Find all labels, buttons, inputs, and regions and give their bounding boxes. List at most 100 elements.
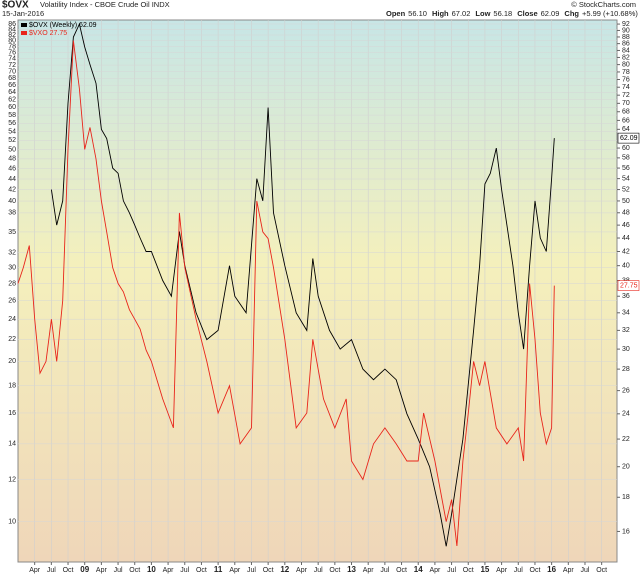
quote-value: 67.02 — [452, 9, 471, 18]
last-value-label: 27.75 — [620, 282, 638, 289]
y2-tick-label: 64 — [622, 126, 630, 133]
y-tick-label: 10 — [8, 519, 16, 526]
x-tick-label: Apr — [363, 567, 375, 574]
x-tick-label: Oct — [530, 567, 541, 574]
y2-tick-label: 56 — [622, 165, 630, 172]
x-tick-label: Apr — [429, 567, 441, 574]
x-tick-label: Oct — [596, 567, 607, 574]
y2-tick-label: 40 — [622, 263, 630, 270]
y2-tick-label: 48 — [622, 210, 630, 217]
y2-tick-label: 20 — [622, 464, 630, 471]
legend-label: $OVX (Weekly) 62.09 — [29, 22, 97, 29]
x-tick-label: 09 — [80, 565, 89, 574]
y-tick-label: 30 — [8, 264, 16, 271]
y-tick-label: 48 — [8, 156, 16, 163]
x-tick-label: Apr — [229, 567, 241, 574]
symbol: $OVX — [2, 0, 29, 11]
y-tick-label: 56 — [8, 120, 16, 127]
y-tick-label: 74 — [8, 56, 16, 63]
last-value-box — [617, 132, 640, 144]
y-tick-label: 40 — [8, 198, 16, 205]
x-tick-label: Jul — [380, 567, 389, 574]
y-tick-label: 32 — [8, 249, 16, 256]
x-tick-label: Oct — [129, 567, 140, 574]
x-tick-label: Apr — [496, 567, 508, 574]
quote-label: High — [432, 9, 449, 18]
y-tick-label: 22 — [8, 336, 16, 343]
y2-tick-label: 58 — [622, 155, 630, 162]
y-tick-label: 82 — [8, 32, 16, 39]
y2-tick-label: 76 — [622, 76, 630, 83]
last-value-label: 62.09 — [620, 135, 638, 142]
y2-tick-label: 52 — [622, 186, 630, 193]
y2-tick-label: 32 — [622, 327, 630, 334]
y2-tick-label: 78 — [622, 69, 630, 76]
y-tick-label: 58 — [8, 112, 16, 119]
y-tick-label: 18 — [8, 383, 16, 390]
y2-tick-label: 28 — [622, 366, 630, 373]
x-tick-label: Oct — [329, 567, 340, 574]
y-tick-label: 62 — [8, 97, 16, 104]
x-tick-label: 11 — [214, 565, 223, 574]
x-tick-label: 14 — [414, 565, 423, 574]
x-tick-label: Oct — [396, 567, 407, 574]
y-tick-label: 68 — [8, 75, 16, 82]
legend-swatch — [21, 23, 27, 27]
y-tick-label: 20 — [8, 358, 16, 365]
y2-tick-label: 84 — [622, 47, 630, 54]
x-tick-label: 13 — [347, 565, 356, 574]
quote-label: Low — [475, 9, 490, 18]
legend-label: $VXO 27.75 — [29, 30, 67, 37]
y-tick-label: 54 — [8, 128, 16, 135]
y2-tick-label: 90 — [622, 27, 630, 34]
x-tick-label: Jul — [581, 567, 590, 574]
quote-label: Close — [517, 9, 537, 18]
y2-tick-label: 24 — [622, 411, 630, 418]
y2-tick-label: 18 — [622, 494, 630, 501]
x-tick-label: 16 — [547, 565, 556, 574]
y2-tick-label: 92 — [622, 21, 630, 28]
y-tick-label: 28 — [8, 280, 16, 287]
y2-tick-label: 72 — [622, 92, 630, 99]
x-tick-label: 12 — [280, 565, 289, 574]
y-tick-label: 86 — [8, 21, 16, 28]
description: Volatility Index - CBOE Crude Oil INDX — [40, 0, 170, 9]
x-tick-label: Oct — [463, 567, 474, 574]
y-tick-label: 80 — [8, 38, 16, 45]
y2-tick-label: 68 — [622, 109, 630, 116]
y-tick-label: 78 — [8, 43, 16, 50]
x-tick-label: 10 — [147, 565, 156, 574]
x-tick-label: Oct — [196, 567, 207, 574]
x-tick-label: Jul — [47, 567, 56, 574]
y-tick-label: 66 — [8, 82, 16, 89]
x-tick-label: Apr — [29, 567, 41, 574]
date: 15-Jan-2016 — [2, 9, 44, 18]
quote-label: Chg — [564, 9, 579, 18]
y2-tick-label: 22 — [622, 436, 630, 443]
y-tick-label: 12 — [8, 476, 16, 483]
y2-tick-label: 50 — [622, 198, 630, 205]
last-value-box — [617, 280, 640, 291]
x-tick-label: Jul — [314, 567, 323, 574]
y-tick-label: 24 — [8, 316, 16, 323]
y-tick-label: 60 — [8, 104, 16, 111]
source: © StockCharts.com — [571, 0, 636, 9]
y2-tick-label: 80 — [622, 61, 630, 68]
y-tick-label: 64 — [8, 89, 16, 96]
x-tick-label: Jul — [514, 567, 523, 574]
x-tick-label: Jul — [180, 567, 189, 574]
legend-swatch — [21, 31, 27, 35]
y-tick-label: 44 — [8, 176, 16, 183]
quote-label: Open — [386, 9, 406, 18]
y2-tick-label: 54 — [622, 175, 630, 182]
y-tick-label: 84 — [8, 26, 16, 33]
y-tick-label: 72 — [8, 62, 16, 69]
quote-value: 56.18 — [493, 9, 512, 18]
y-tick-label: 38 — [8, 210, 16, 217]
y-tick-label: 70 — [8, 68, 16, 75]
x-tick-label: Oct — [263, 567, 274, 574]
y-tick-label: 76 — [8, 49, 16, 56]
y2-tick-label: 42 — [622, 248, 630, 255]
y2-tick-label: 86 — [622, 40, 630, 47]
